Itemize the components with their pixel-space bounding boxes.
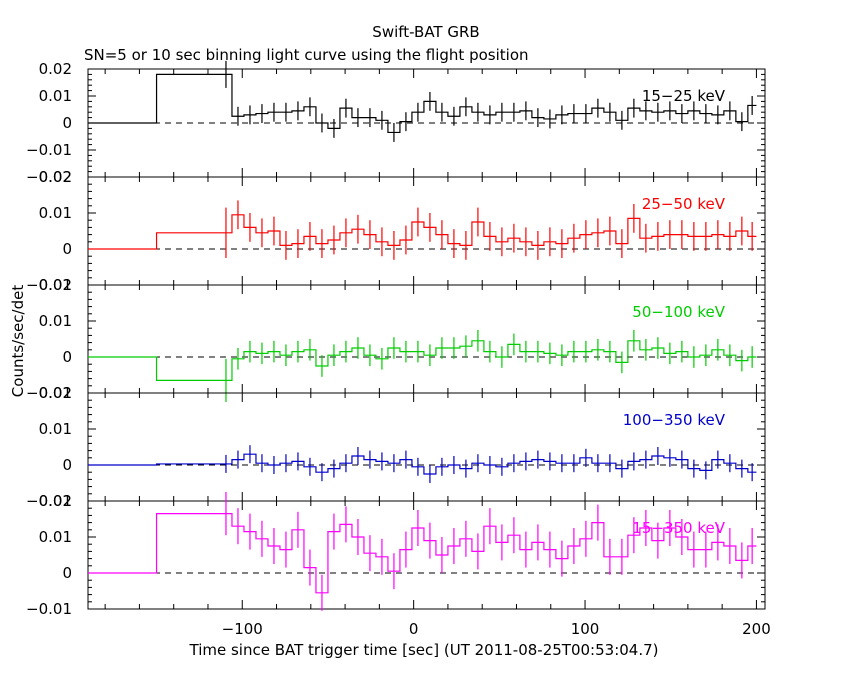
x-tick-label: 0: [409, 620, 419, 638]
light-curve-series: [88, 513, 757, 594]
panel-2: −0.01 0 0.01 0.02 25−50 keV: [26, 168, 766, 294]
series-label: 50−100 keV: [632, 303, 725, 321]
y-tick-label: −0.01: [26, 141, 72, 159]
series-label: 15−25 keV: [642, 87, 726, 105]
y-tick-label: 0.01: [39, 528, 72, 546]
panel-4: −0.01 0 0.01 0.02 100−350 keV: [26, 384, 766, 510]
y-tick-label: 0: [62, 348, 72, 366]
y-tick-label: −0.01: [26, 600, 72, 618]
series-label: 100−350 keV: [623, 411, 726, 429]
panel-5: −0.01 0 0.01 0.02 15−350 keV: [26, 492, 766, 618]
y-tick-label: 0.01: [39, 204, 72, 222]
y-tick-label: 0.02: [39, 492, 72, 510]
panel-frame: [87, 176, 766, 286]
y-tick-label: 0: [62, 114, 72, 132]
y-tick-label: −0.01: [26, 276, 72, 294]
panel-3: −0.01 0 0.01 0.02 50−100 keV: [26, 276, 766, 402]
series-label: 25−50 keV: [642, 195, 726, 213]
y-tick-label: 0.01: [39, 420, 72, 438]
y-tick-label: 0: [62, 456, 72, 474]
y-axis-label: Counts/sec/det: [9, 285, 27, 398]
y-tick-label: −0.02: [26, 168, 72, 186]
y-tick-label: 0.02: [39, 60, 72, 78]
light-curve-series: [88, 73, 757, 134]
y-tick-label: 0.02: [39, 168, 72, 186]
y-tick-label: 0: [62, 564, 72, 582]
panel-frame: [87, 500, 766, 610]
panel-1: −0.02 −0.01 0 0.01 0.02 15−25 keV: [26, 60, 766, 186]
y-tick-label: 0.02: [39, 384, 72, 402]
panel-frame: [87, 392, 766, 502]
x-tick-label: 100: [571, 620, 600, 638]
light-curve-series: [88, 453, 757, 475]
x-tick-label: 200: [742, 620, 771, 638]
chart-title: Swift-BAT GRB: [372, 23, 479, 41]
chart-subtitle: SN=5 or 10 sec binning light curve using…: [84, 46, 529, 64]
light-curve-series: [88, 340, 757, 381]
series-label: 15−350 keV: [632, 519, 725, 537]
panels-group: −0.02 −0.01 0 0.01 0.02 15−25 keV −0.01 0 0.01 0.…: [26, 60, 771, 638]
y-tick-label: 0.01: [39, 312, 72, 330]
y-tick-label: 0.02: [39, 276, 72, 294]
panel-frame: [87, 284, 766, 394]
y-tick-label: 0.01: [39, 87, 72, 105]
x-tick-label: −100: [222, 620, 263, 638]
y-tick-label: 0: [62, 240, 72, 258]
x-axis-label: Time since BAT trigger time [sec] (UT 20…: [189, 641, 659, 659]
y-tick-label: −0.01: [26, 492, 72, 510]
light-curve-series: [88, 214, 757, 250]
y-tick-label: −0.01: [26, 384, 72, 402]
